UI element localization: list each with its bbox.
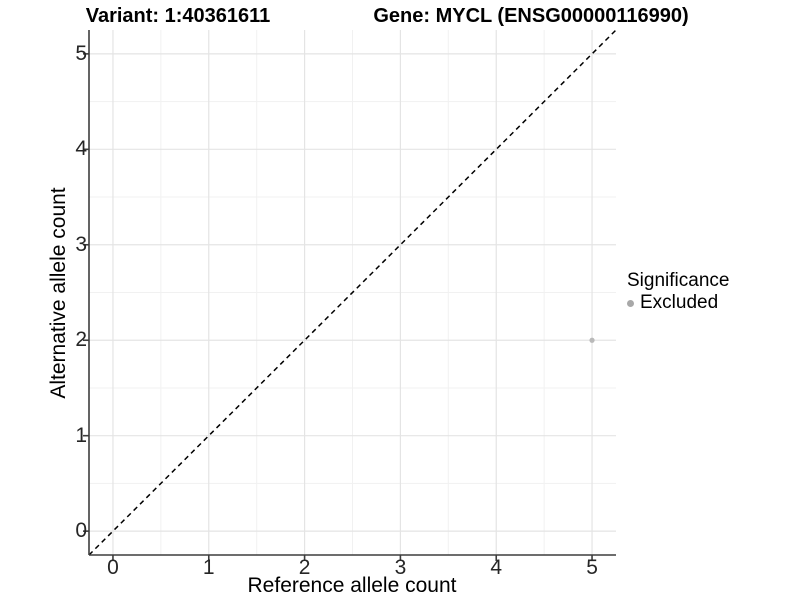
x-tick-label: 5 (586, 556, 598, 579)
x-tick-label: 2 (298, 556, 311, 579)
excluded-point-icon (627, 299, 634, 307)
y-tick-label: 5 (75, 41, 87, 65)
y-axis-title: Alternative allele count (47, 187, 70, 399)
plot-title-variant: Variant: 1:40361611 (85, 5, 271, 27)
x-tick-label: 3 (394, 556, 407, 579)
y-tick-label: 1 (75, 423, 87, 447)
y-tick-label: 2 (75, 328, 87, 352)
data-point-excluded (589, 337, 595, 343)
x-tick-label: 1 (202, 556, 215, 579)
x-tick-label: 4 (490, 556, 503, 579)
y-tick-label: 4 (75, 137, 87, 161)
plot-title-gene: Gene: MYCL (ENSG00000116990) (373, 5, 689, 27)
x-tick-label: 0 (107, 556, 119, 579)
legend-title: Significance (627, 270, 730, 291)
legend-item-label: Excluded (640, 292, 719, 313)
x-axis-title: Reference allele count (247, 574, 457, 597)
legend: Significance Excluded (627, 271, 729, 313)
y-tick-label: 3 (75, 232, 87, 256)
identity-dashed-line (88, 29, 617, 556)
y-tick-label: 0 (75, 519, 87, 543)
legend-item-excluded: Excluded (627, 293, 729, 313)
